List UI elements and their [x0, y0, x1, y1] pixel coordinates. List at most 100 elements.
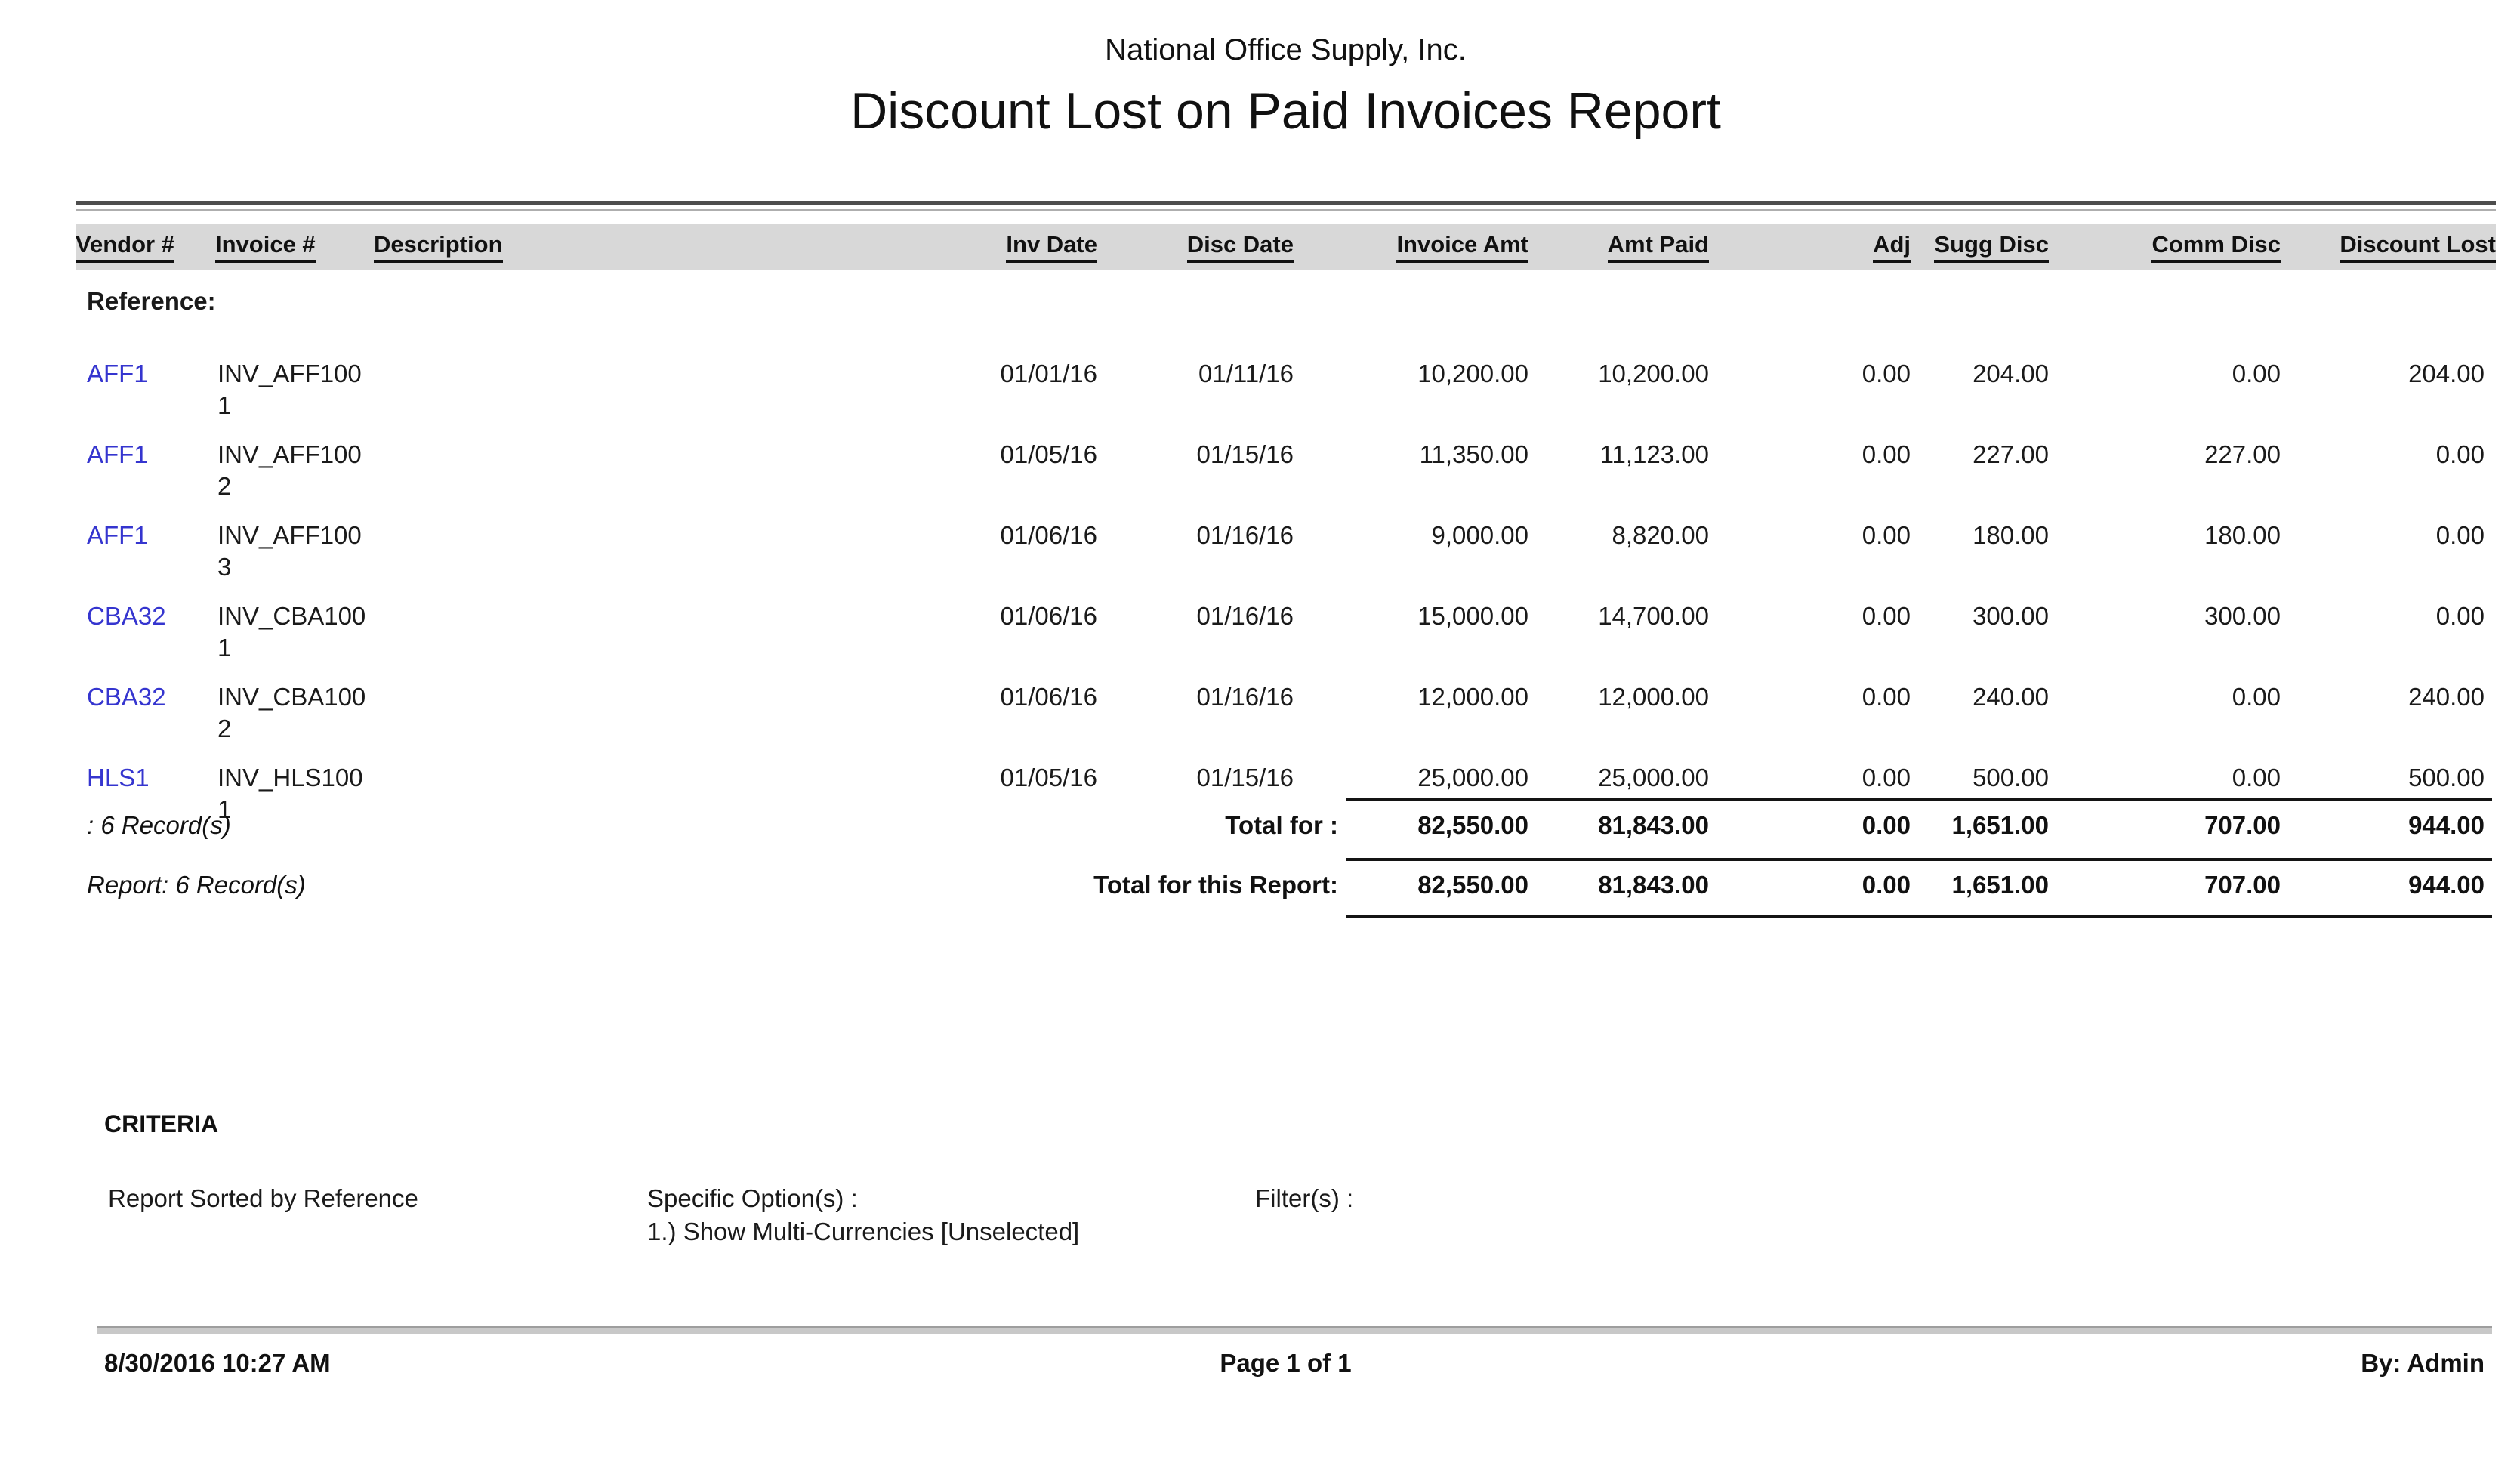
disc-date-cell: 01/15/16	[1196, 764, 1294, 792]
discount-lost-cell: 500.00	[2408, 764, 2485, 792]
invoice-amt-cell: 9,000.00	[1431, 521, 1528, 549]
criteria-option-1: 1.) Show Multi-Currencies [Unselected]	[647, 1217, 1080, 1245]
disc-date-cell: 01/16/16	[1196, 683, 1294, 711]
col-header-invoice-amt: Invoice Amt	[1294, 224, 1528, 270]
sugg-disc-cell: 180.00	[1973, 521, 2049, 549]
table-row: CBA32 INV_CBA100 2 01/06/16 01/16/16 12,…	[76, 678, 2496, 759]
col-header-inv-date: Inv Date	[831, 224, 1097, 270]
group-total-adj: 0.00	[1861, 811, 1911, 839]
description-cell	[374, 597, 831, 678]
inv-date-cell: 01/05/16	[1000, 440, 1097, 468]
inv-date-cell: 01/05/16	[1000, 764, 1097, 792]
amt-paid-cell: 11,123.00	[1599, 440, 1709, 468]
description-cell	[374, 517, 831, 597]
report-total-sugg-disc: 1,651.00	[1951, 871, 2049, 899]
invoice-number-cell: INV_CBA100 2	[217, 683, 366, 742]
report-total-row: Report: 6 Record(s) Total for this Repor…	[0, 871, 2520, 903]
adj-cell: 0.00	[1861, 521, 1911, 549]
comm-disc-cell: 0.00	[2232, 359, 2281, 387]
group-record-count: : 6 Record(s)	[87, 811, 231, 839]
table-row: AFF1 INV_AFF100 3 01/06/16 01/16/16 9,00…	[76, 517, 2496, 597]
sugg-disc-cell: 227.00	[1973, 440, 2049, 468]
adj-cell: 0.00	[1861, 359, 1911, 387]
report-total-discount-lost: 944.00	[2408, 871, 2485, 899]
sugg-disc-cell: 300.00	[1973, 602, 2049, 630]
amt-paid-cell: 8,820.00	[1612, 521, 1709, 549]
invoice-number-cell: INV_AFF100 1	[217, 359, 362, 419]
report-total-bottom-rule	[1346, 915, 2492, 918]
comm-disc-cell: 180.00	[2204, 521, 2281, 549]
sugg-disc-cell: 500.00	[1973, 764, 2049, 792]
disc-date-cell: 01/16/16	[1196, 521, 1294, 549]
report-total-top-rule	[1346, 858, 2492, 861]
adj-cell: 0.00	[1861, 683, 1911, 711]
table-row: HLS1 INV_HLS100 1 01/05/16 01/15/16 25,0…	[76, 759, 2496, 840]
table-row: AFF1 INV_AFF100 1 01/01/16 01/11/16 10,2…	[76, 355, 2496, 436]
footer-datetime: 8/30/2016 10:27 AM	[104, 1349, 331, 1377]
disc-date-cell: 01/11/16	[1198, 359, 1294, 387]
table-row: CBA32 INV_CBA100 1 01/06/16 01/16/16 15,…	[76, 597, 2496, 678]
footer-page-number: Page 1 of 1	[1220, 1349, 1352, 1377]
invoice-amt-cell: 15,000.00	[1417, 602, 1528, 630]
vendor-link[interactable]: CBA32	[87, 683, 166, 711]
sugg-disc-cell: 240.00	[1973, 683, 2049, 711]
adj-cell: 0.00	[1861, 764, 1911, 792]
invoice-amt-cell: 25,000.00	[1417, 764, 1528, 792]
col-header-vendor: Vendor #	[76, 224, 215, 270]
comm-disc-cell: 227.00	[2204, 440, 2281, 468]
group-total-discount-lost: 944.00	[2408, 811, 2485, 839]
criteria-filters-label: Filter(s) :	[1255, 1184, 1354, 1212]
amt-paid-cell: 10,200.00	[1598, 359, 1709, 387]
col-header-comm-disc: Comm Disc	[2049, 224, 2281, 270]
invoice-number-cell: INV_AFF100 2	[217, 440, 362, 500]
col-header-disc-date: Disc Date	[1097, 224, 1294, 270]
adj-cell: 0.00	[1861, 602, 1911, 630]
vendor-link[interactable]: AFF1	[87, 521, 148, 549]
discount-lost-cell: 240.00	[2408, 683, 2485, 711]
group-total-row: : 6 Record(s) Total for : 82,550.00 81,8…	[0, 811, 2520, 843]
invoice-amt-cell: 12,000.00	[1417, 683, 1528, 711]
group-label: Reference:	[87, 287, 216, 315]
disc-date-cell: 01/16/16	[1196, 602, 1294, 630]
group-total-comm-disc: 707.00	[2204, 811, 2281, 839]
invoice-amt-cell: 10,200.00	[1417, 359, 1528, 387]
amt-paid-cell: 14,700.00	[1598, 602, 1709, 630]
report-title: Discount Lost on Paid Invoices Report	[850, 82, 1721, 140]
sugg-disc-cell: 204.00	[1973, 359, 2049, 387]
report-total-label: Total for this Report:	[1093, 871, 1338, 899]
description-cell	[374, 678, 831, 759]
group-total-sugg-disc: 1,651.00	[1951, 811, 2049, 839]
inv-date-cell: 01/06/16	[1000, 683, 1097, 711]
inv-date-cell: 01/01/16	[1000, 359, 1097, 387]
report-record-count: Report: 6 Record(s)	[87, 871, 306, 899]
vendor-link[interactable]: HLS1	[87, 764, 150, 792]
title-divider-dark	[76, 201, 2496, 205]
col-header-description: Description	[374, 224, 831, 270]
disc-date-cell: 01/15/16	[1196, 440, 1294, 468]
report-total-invoice-amt: 82,550.00	[1417, 871, 1528, 899]
col-header-invoice: Invoice #	[215, 224, 374, 270]
inv-date-cell: 01/06/16	[1000, 521, 1097, 549]
footer-printed-by: By: Admin	[2361, 1349, 2485, 1377]
vendor-link[interactable]: CBA32	[87, 602, 166, 630]
table-header-row: Vendor # Invoice # Description Inv Date …	[76, 224, 2496, 270]
vendor-link[interactable]: AFF1	[87, 440, 148, 468]
criteria-heading: CRITERIA	[104, 1110, 219, 1137]
criteria-options-label: Specific Option(s) :	[647, 1184, 858, 1212]
adj-cell: 0.00	[1861, 440, 1911, 468]
invoice-number-cell: INV_AFF100 3	[217, 521, 362, 581]
col-header-adj: Adj	[1709, 224, 1911, 270]
vendor-link[interactable]: AFF1	[87, 359, 148, 387]
table-row: AFF1 INV_AFF100 2 01/05/16 01/15/16 11,3…	[76, 436, 2496, 517]
group-header-row: Reference:	[76, 270, 2496, 355]
inv-date-cell: 01/06/16	[1000, 602, 1097, 630]
amt-paid-cell: 12,000.00	[1598, 683, 1709, 711]
discount-lost-cell: 0.00	[2435, 521, 2485, 549]
group-total-amt-paid: 81,843.00	[1598, 811, 1709, 839]
invoice-number-cell: INV_HLS100 1	[217, 764, 363, 823]
group-total-invoice-amt: 82,550.00	[1417, 811, 1528, 839]
footer-divider	[97, 1326, 2492, 1334]
report-total-adj: 0.00	[1861, 871, 1911, 899]
company-name: National Office Supply, Inc.	[1105, 33, 1467, 66]
